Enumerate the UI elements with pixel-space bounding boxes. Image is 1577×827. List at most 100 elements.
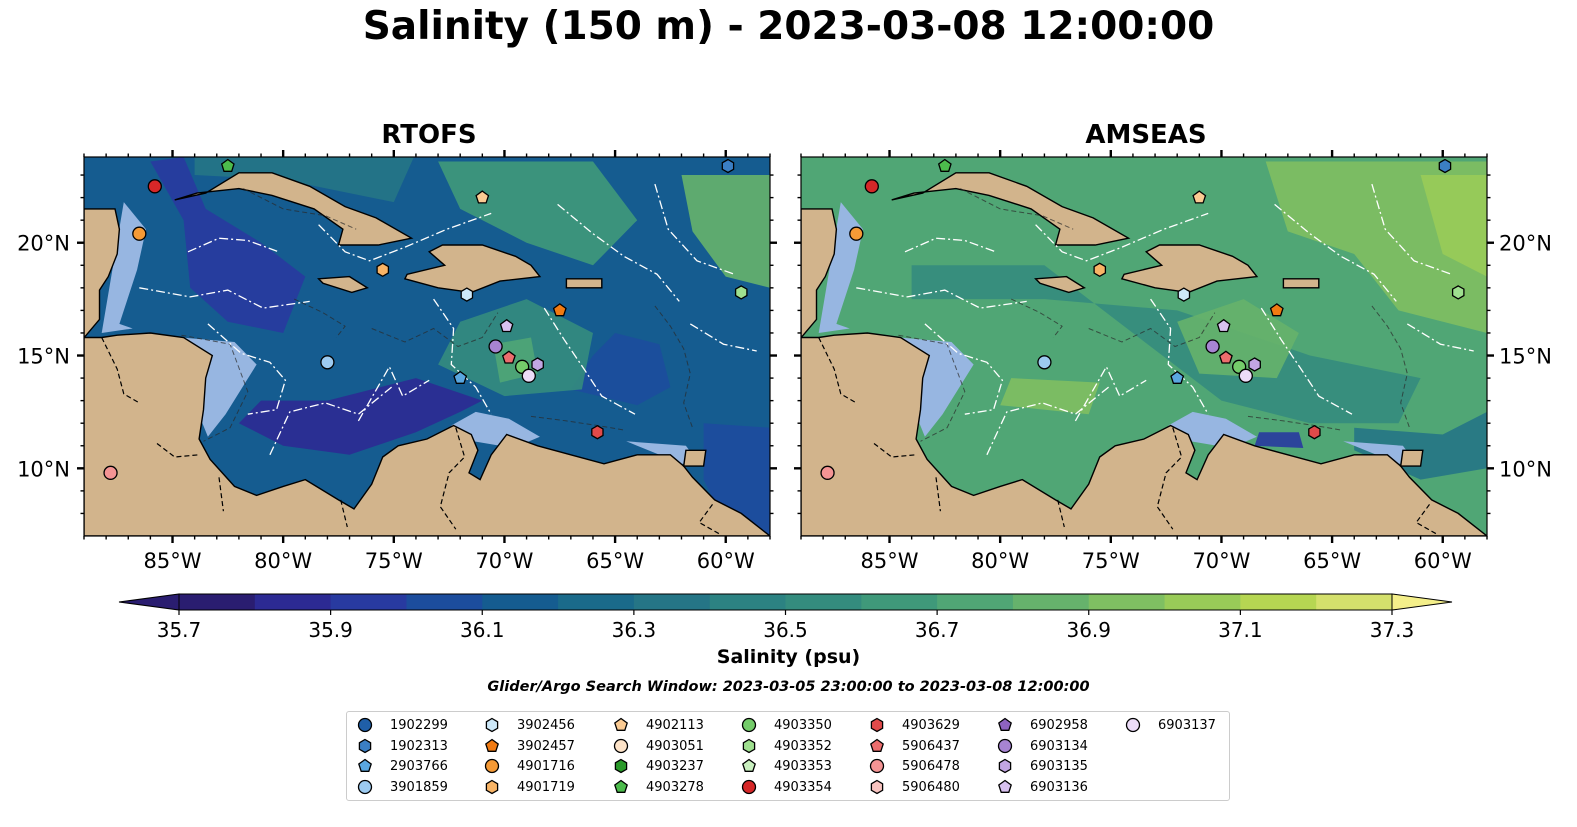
float-marker-1902313 <box>721 158 735 174</box>
lat-tick-label: 10°N <box>1499 457 1552 481</box>
legend-marker-4902113 <box>614 717 628 731</box>
float-marker-5906437 <box>1218 350 1233 364</box>
figure-title: Salinity (150 m) - 2023-03-08 12:00:00 <box>362 4 1215 49</box>
colorbar-segment <box>558 594 635 610</box>
float-marker-3902457 <box>552 303 567 317</box>
float-marker-5906478 <box>103 465 118 480</box>
legend-label: 4901719 <box>517 780 575 795</box>
legend-label: 3902457 <box>517 739 575 754</box>
map-panel-amseas <box>801 157 1487 536</box>
legend-marker-4903051 <box>613 738 629 754</box>
legend-label: 4903350 <box>774 718 832 733</box>
colorbar-segment <box>1240 594 1317 610</box>
lat-tick-label: 10°N <box>17 457 70 481</box>
legend-label: 6903137 <box>1158 718 1216 733</box>
float-marker-6903134 <box>1205 339 1220 354</box>
legend-label: 4903051 <box>646 739 704 754</box>
lon-tick-label: 70°W <box>475 549 533 573</box>
float-marker-6903135 <box>531 357 544 372</box>
lon-tick-label: 60°W <box>697 549 755 573</box>
legend-label: 2903766 <box>390 759 448 774</box>
legend-marker-1902313 <box>358 738 372 754</box>
colorbar-extend-low <box>118 593 180 611</box>
colorbar-tick-label: 36.5 <box>763 618 808 642</box>
float-marker-6903137 <box>521 368 536 383</box>
float-marker-1902313 <box>1438 158 1452 174</box>
colorbar-segment <box>254 594 332 610</box>
float-marker-4903352 <box>1451 285 1465 300</box>
colorbar-tick-label: 36.3 <box>612 618 657 642</box>
lat-tick-label: 20°N <box>1499 232 1552 256</box>
colorbar-segment <box>1164 594 1241 610</box>
lon-tick-label: 80°W <box>254 549 312 573</box>
lon-tick-label: 70°W <box>1192 549 1250 573</box>
float-marker-3902456 <box>1177 287 1191 302</box>
float-marker-4903629 <box>591 424 604 440</box>
lon-tick-label: 85°W <box>861 549 919 573</box>
float-marker-5906478 <box>820 465 835 480</box>
lon-tick-label: 60°W <box>1414 549 1472 573</box>
float-marker-6903135 <box>1248 357 1261 372</box>
legend-marker-4903352 <box>742 738 756 754</box>
float-marker-4902113 <box>1192 190 1207 204</box>
float-marker-4901716 <box>849 226 864 241</box>
legend-marker-4901716 <box>484 758 500 774</box>
float-marker-4903278 <box>937 158 952 172</box>
lon-tick-label: 75°W <box>365 549 423 573</box>
lon-tick-label: 75°W <box>1082 549 1140 573</box>
legend-label: 6903134 <box>1030 739 1088 754</box>
float-legend: 1902299 1902313 2903766 3901859 3902456 39024… <box>346 711 1230 801</box>
colorbar-tick-label: 35.7 <box>157 618 202 642</box>
legend-label: 4903354 <box>774 780 832 795</box>
legend-marker-2903766 <box>358 758 372 772</box>
float-marker-6903137 <box>1238 368 1253 383</box>
colorbar-segment <box>709 594 786 610</box>
legend-label: 4903237 <box>646 759 704 774</box>
colorbar: 35.7 35.9 36.1 36.3 36.5 36.7 36.9 37.1 37.3 <box>118 593 1453 642</box>
legend-label: 5906480 <box>902 780 960 795</box>
colorbar-segment <box>1316 594 1393 610</box>
legend-marker-4903237 <box>614 758 628 774</box>
colorbar-segment <box>1088 594 1166 610</box>
map-panel-rtofs <box>84 157 770 536</box>
lon-tick-label: 85°W <box>144 549 202 573</box>
float-marker-3901859 <box>320 355 335 370</box>
legend-label: 6903136 <box>1030 780 1088 795</box>
colorbar-segment <box>179 594 256 610</box>
float-marker-2903766 <box>453 370 468 384</box>
float-marker-4903278 <box>220 158 235 172</box>
lon-tick-label: 80°W <box>971 549 1029 573</box>
float-marker-4902113 <box>475 190 490 204</box>
legend-marker-1902299 <box>357 717 373 733</box>
legend-marker-6902958 <box>998 717 1012 731</box>
panel-title-rtofs: RTOFS <box>381 120 477 150</box>
float-marker-3901859 <box>1037 355 1052 370</box>
colorbar-tick-label: 37.1 <box>1218 618 1263 642</box>
legend-marker-6903135 <box>998 758 1012 774</box>
legend-marker-4903350 <box>741 717 757 733</box>
legend-marker-3901859 <box>357 779 373 795</box>
map-axes: 85°W 80°W 75°W 70°W 65°W 60°W 20°N 15°N 10°N <box>794 150 1552 573</box>
legend-marker-4903278 <box>614 779 628 793</box>
colorbar-tick-label: 35.9 <box>308 618 353 642</box>
legend-label: 3902456 <box>517 718 575 733</box>
legend-marker-6903137 <box>1125 717 1141 733</box>
colorbar-segment <box>785 594 862 610</box>
search-window-note: Glider/Argo Search Window: 2023-03-05 23… <box>487 679 1090 695</box>
float-marker-4901719 <box>376 262 390 278</box>
legend-marker-3902456 <box>485 717 499 733</box>
float-marker-3902457 <box>1269 303 1284 317</box>
legend-label: 5906437 <box>902 739 960 754</box>
legend-marker-4903353 <box>742 758 756 772</box>
map-frame <box>800 156 1488 537</box>
colorbar-segment <box>937 594 1014 610</box>
colorbar-segment <box>1012 594 1090 610</box>
lat-tick-label: 15°N <box>17 345 70 369</box>
colorbar-tick-label: 36.7 <box>915 618 960 642</box>
panel-title-amseas: AMSEAS <box>1085 120 1207 150</box>
legend-marker-5906437 <box>870 738 884 752</box>
float-marker-6903134 <box>488 339 503 354</box>
legend-label: 6903135 <box>1030 759 1088 774</box>
legend-marker-6903136 <box>998 779 1012 793</box>
